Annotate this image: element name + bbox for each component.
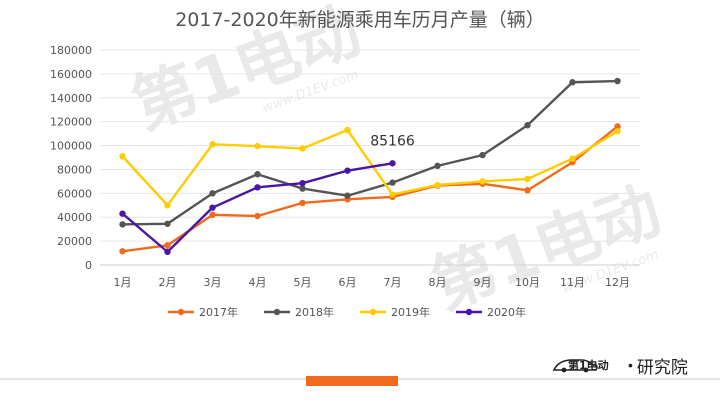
car-logo-icon: 第1电动 — [552, 358, 609, 373]
series-2020年 — [119, 160, 396, 256]
data-point — [254, 142, 261, 150]
y-tick-label: 120000 — [50, 116, 92, 129]
legend-label: 2019年 — [391, 305, 430, 319]
data-point — [389, 179, 396, 186]
y-tick-label: 140000 — [50, 92, 92, 105]
data-point — [164, 242, 171, 249]
legend-item: 2018年 — [264, 305, 334, 319]
data-point — [479, 151, 486, 159]
data-point — [434, 181, 441, 189]
data-point — [299, 145, 306, 152]
series-line — [122, 125, 619, 253]
legend: 2017年 2018年 2019年 2020年 — [168, 305, 526, 319]
y-axis: 0 20000 40000 60000 80000 100000 120000 140000 1… — [50, 44, 92, 272]
y-tick-label: 100000 — [50, 140, 92, 153]
data-point — [209, 190, 216, 197]
data-point — [389, 160, 396, 167]
y-tick-label: 40000 — [57, 211, 92, 224]
legend-swatch-marker — [177, 308, 185, 316]
data-point — [344, 192, 351, 199]
data-point — [164, 202, 171, 209]
data-point — [524, 122, 531, 129]
legend-label: 2017年 — [199, 305, 238, 319]
y-tick-label: 60000 — [57, 187, 92, 200]
y-tick-label: 160000 — [50, 68, 92, 81]
legend-swatch-marker — [369, 308, 377, 316]
plot-area — [119, 77, 621, 256]
grid — [100, 49, 640, 266]
data-point — [119, 210, 126, 217]
x-tick-label: 7月 — [384, 276, 402, 289]
chart-title: 2017-2020年新能源乘用车历月产量（辆） — [175, 9, 545, 31]
x-tick-label: 2月 — [159, 276, 177, 289]
y-tick-label: 0 — [85, 259, 92, 272]
x-axis: 1月 2月 3月 4月 5月 6月 7月 8月 9月 10月 11月 12月 — [114, 276, 631, 289]
y-tick-label: 20000 — [57, 235, 92, 248]
legend-item: 2017年 — [168, 305, 238, 319]
x-tick-label: 3月 — [204, 276, 222, 289]
data-point — [119, 221, 126, 228]
y-tick-label: 180000 — [50, 44, 92, 57]
data-point — [209, 211, 216, 219]
data-point — [209, 204, 216, 211]
data-point — [569, 155, 576, 162]
data-point — [254, 212, 261, 220]
data-point — [119, 153, 126, 160]
x-tick-label: 1月 — [114, 276, 132, 289]
data-point — [254, 171, 261, 178]
data-point — [344, 167, 351, 174]
data-point — [209, 141, 216, 148]
footer-brand: 第1电动 • 研究院 — [552, 354, 688, 377]
data-point — [524, 187, 531, 194]
data-point — [434, 162, 441, 170]
footer-accent-bar — [306, 376, 398, 386]
data-point — [164, 248, 171, 256]
series-2019年 — [119, 126, 621, 209]
x-tick-label: 5月 — [294, 276, 312, 289]
legend-item: 2019年 — [360, 305, 430, 319]
data-point — [569, 79, 576, 86]
series-line — [122, 79, 618, 226]
data-label: 85166 — [370, 133, 415, 149]
data-point — [524, 175, 531, 183]
series-line — [121, 128, 619, 207]
brand-separator: • — [628, 357, 633, 373]
x-tick-label: 10月 — [515, 276, 540, 289]
data-point — [614, 128, 621, 135]
data-point — [614, 77, 621, 85]
x-tick-label: 9月 — [474, 276, 492, 289]
data-point — [614, 123, 621, 130]
legend-swatch-marker — [465, 308, 473, 316]
annotations: 85166 — [370, 133, 415, 149]
x-tick-label: 8月 — [429, 276, 447, 289]
legend-item: 2020年 — [456, 305, 526, 319]
data-point — [254, 184, 261, 191]
data-point — [299, 199, 306, 207]
y-tick-label: 80000 — [57, 163, 92, 176]
data-point — [479, 178, 486, 185]
x-tick-label: 6月 — [339, 276, 357, 289]
x-tick-label: 11月 — [560, 276, 585, 289]
legend-label: 2018年 — [295, 305, 334, 319]
legend-swatch-marker — [273, 308, 281, 316]
x-tick-label: 4月 — [249, 276, 267, 289]
data-point — [299, 179, 306, 187]
x-tick-label: 12月 — [605, 276, 630, 289]
data-point — [299, 185, 306, 192]
data-point — [119, 248, 126, 255]
data-point — [164, 220, 171, 227]
legend-label: 2020年 — [487, 305, 526, 319]
brand-logo-text: 第1电动 — [568, 358, 609, 372]
data-point — [344, 126, 351, 134]
series-2018年 — [119, 77, 621, 228]
brand-suffix: 研究院 — [636, 357, 688, 377]
watermark-brand: 第1电动 — [423, 174, 671, 324]
data-point — [389, 191, 396, 198]
